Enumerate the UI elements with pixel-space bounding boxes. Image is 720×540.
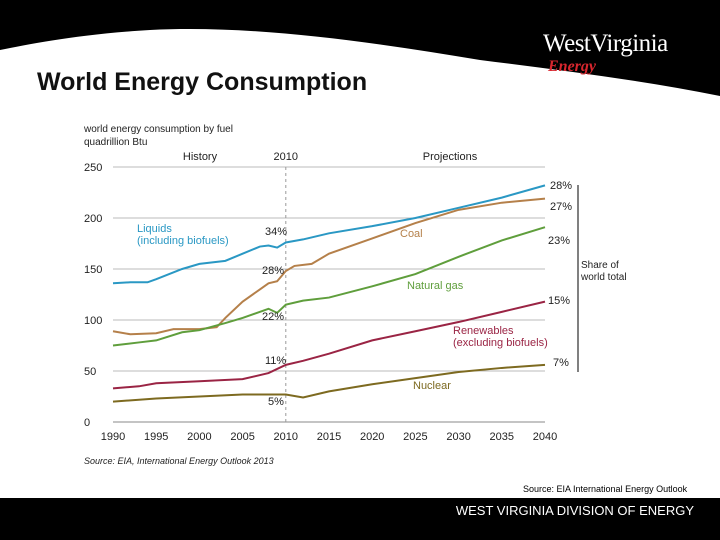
share-label: Share of world total (580, 260, 627, 283)
share-2040-label: 27% (550, 201, 572, 213)
share-2010-label: 34% (265, 226, 287, 238)
series-line-0 (112, 184, 546, 285)
series-label: Coal (400, 228, 423, 240)
x-tick-label: 2035 (490, 431, 514, 443)
x-tick-label: 1995 (144, 431, 168, 443)
projections-label: Projections (423, 151, 478, 163)
y-tick-label: 150 (84, 264, 102, 276)
share-2040-label: 15% (548, 295, 570, 307)
x-tick-label: 2030 (446, 431, 470, 443)
header-banner (0, 0, 720, 96)
series-line-1 (112, 197, 546, 336)
x-tick-label: 2010 (274, 431, 298, 443)
y-tick-label: 100 (84, 315, 102, 327)
x-tick-label: 2015 (317, 431, 341, 443)
source-note: Source: EIA International Energy Outlook (523, 484, 688, 494)
series-line-4 (112, 363, 546, 403)
y-tick-label: 50 (84, 366, 96, 378)
footer-text: WEST VIRGINIA DIVISION OF ENERGY (455, 503, 694, 518)
share-2010-label: 28% (262, 265, 284, 277)
series-label: Natural gas (407, 280, 464, 292)
energy-chart: world energy consumption by fuel quadrill… (83, 124, 627, 466)
y-tick-label: 0 (84, 417, 90, 429)
share-2010-label: 22% (262, 311, 284, 323)
series-line-2 (112, 226, 546, 347)
series-line-3 (112, 300, 546, 390)
x-tick-label: 2025 (403, 431, 427, 443)
divider-label: 2010 (274, 151, 298, 163)
logo-west-virginia: WestVirginia (543, 30, 668, 57)
x-tick-label: 2040 (533, 431, 557, 443)
x-tick-label: 1990 (101, 431, 125, 443)
x-tick-label: 2005 (230, 431, 254, 443)
series-label: Nuclear (413, 380, 451, 392)
history-label: History (183, 151, 218, 163)
share-2040-label: 23% (548, 235, 570, 247)
share-2040-label: 28% (550, 180, 572, 192)
footer-bar: WEST VIRGINIA DIVISION OF ENERGY (0, 498, 720, 540)
x-tick-label: 2020 (360, 431, 384, 443)
share-2010-label: 5% (268, 396, 284, 408)
chart-source: Source: EIA, International Energy Outloo… (84, 456, 274, 466)
chart-title: world energy consumption by fuel (83, 124, 233, 135)
share-2040-label: 7% (553, 357, 569, 369)
series-label: Liquids (including biofuels) (137, 223, 229, 247)
y-tick-label: 250 (84, 162, 102, 174)
slide-title: World Energy Consumption (37, 68, 368, 96)
x-tick-label: 2000 (187, 431, 211, 443)
share-2010-label: 11% (265, 355, 286, 367)
y-axis-label: quadrillion Btu (84, 137, 147, 148)
series-label: Renewables (excluding biofuels) (453, 325, 548, 349)
logo-energy: Energy (548, 58, 596, 75)
y-tick-label: 200 (84, 213, 102, 225)
